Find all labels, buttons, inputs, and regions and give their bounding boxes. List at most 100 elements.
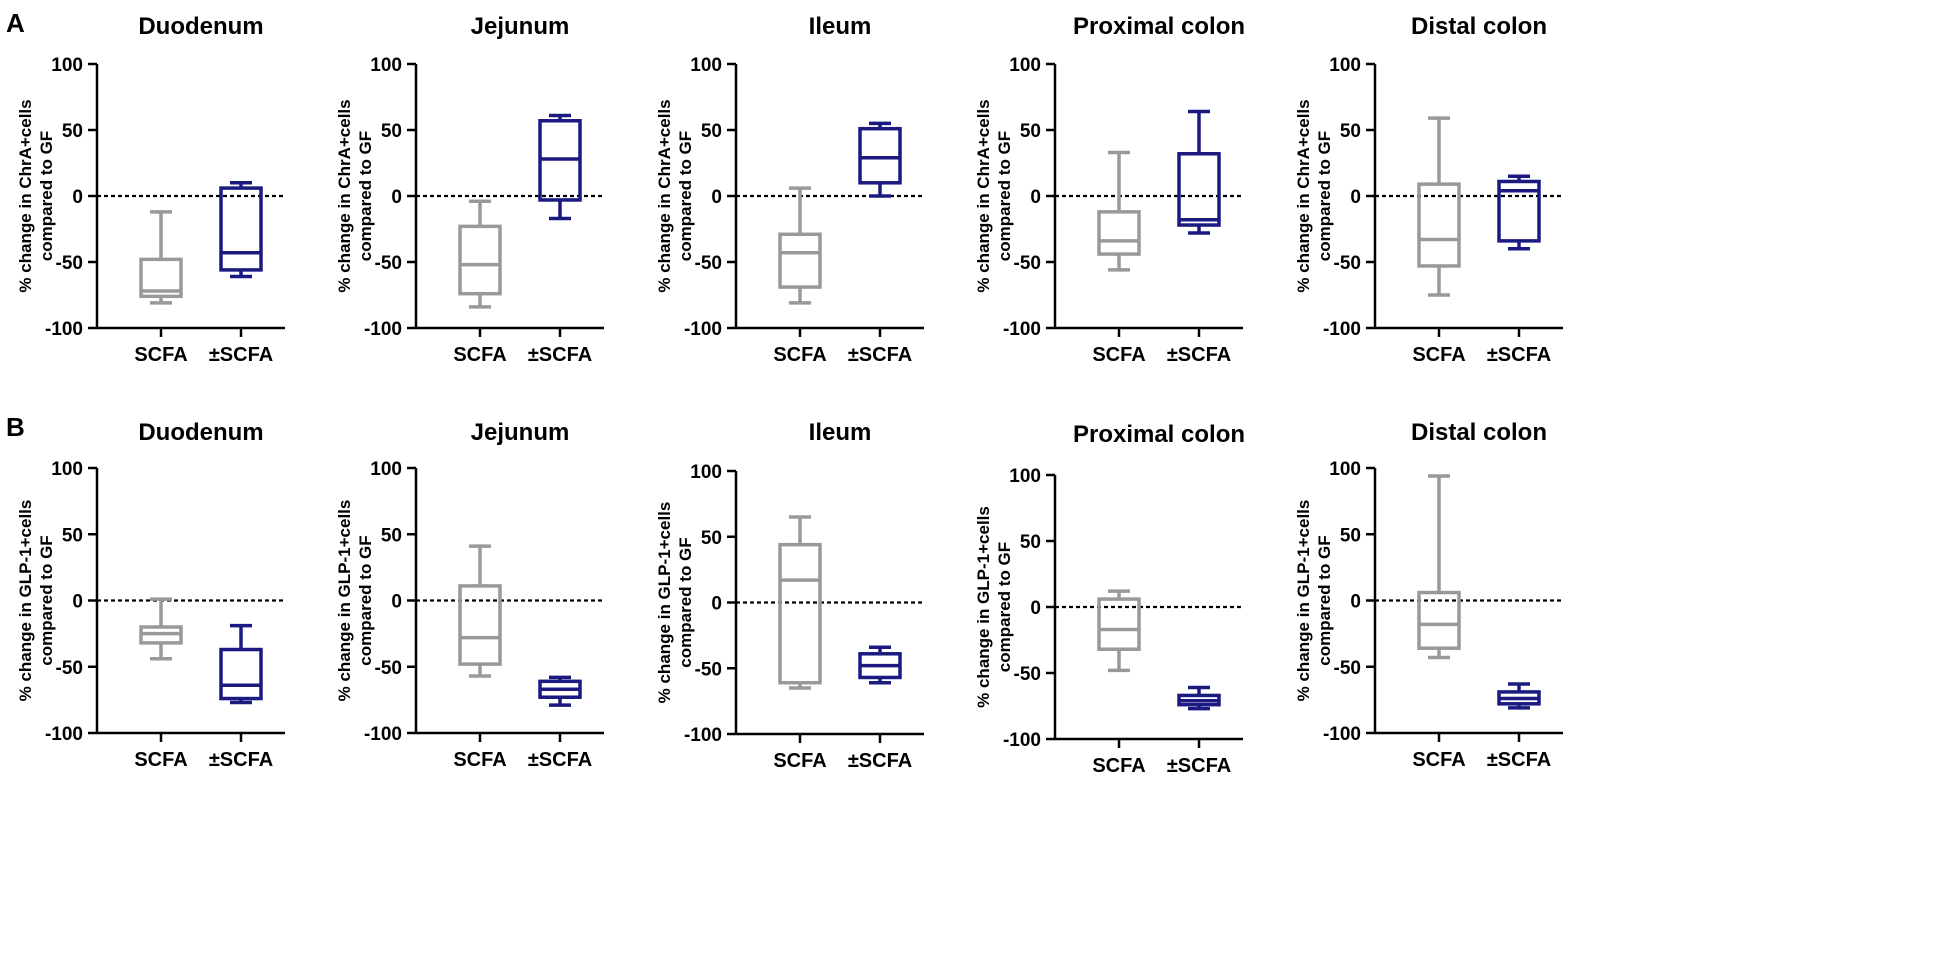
box-iqr <box>458 584 502 666</box>
box-scfa <box>139 597 183 661</box>
x-tick-label: ±SCFA <box>209 344 273 366</box>
box-iqr <box>1177 152 1221 227</box>
y-tick-label: -50 <box>1014 664 1041 685</box>
chart-title: Proximal colon <box>1073 13 1245 40</box>
y-tick-label: -50 <box>375 658 402 679</box>
chart-title: Duodenum <box>138 13 263 40</box>
y-axis-label: % change in GLP-1+cells compared to GF <box>335 500 375 702</box>
y-axis-label-line1: % change in ChrA+cells <box>335 99 354 292</box>
y-axis-label-line2: compared to GF <box>1315 131 1334 261</box>
panel-label-a: A <box>6 8 25 38</box>
x-tick-label: ±SCFA <box>528 749 592 771</box>
x-tick-label: SCFA <box>134 344 187 366</box>
chart-b-distal-colon: Distal colon 100 50 0 -50 -100 SCFA ±SCFA % chan… <box>1294 419 1563 771</box>
chart-title: Jejunum <box>471 13 570 40</box>
chart-title: Jejunum <box>471 419 570 446</box>
y-tick-label: -50 <box>1334 658 1361 679</box>
chart-title: Distal colon <box>1411 13 1547 40</box>
x-tick-label: ±SCFA <box>1167 344 1231 366</box>
y-tick-label: 0 <box>1030 598 1041 619</box>
y-tick-label: 50 <box>701 528 722 549</box>
chart-b-ileum: Ileum 100 50 0 -50 -100 SCFA ±SCFA % change in G… <box>655 419 924 772</box>
x-tick-label: ±SCFA <box>209 749 273 771</box>
box-scfa <box>1097 589 1141 673</box>
y-axis-label-line1: % change in GLP-1+cells <box>655 502 674 704</box>
chart-b-jejunum: Jejunum 100 50 0 -50 -100 SCFA ±SCFA % change in… <box>335 419 604 771</box>
box-scfa <box>1417 474 1461 660</box>
box-scfa <box>778 186 822 305</box>
y-axis-label-line2: compared to GF <box>1315 535 1334 665</box>
box-iqr <box>1497 179 1541 243</box>
y-tick-label: 50 <box>1340 121 1361 142</box>
x-tick-label: ±SCFA <box>848 750 912 772</box>
y-tick-label: -100 <box>364 724 402 745</box>
y-axis-label: % change in ChrA+cells compared to GF <box>1294 99 1334 292</box>
y-tick-label: 100 <box>1329 55 1361 76</box>
y-tick-label: 0 <box>72 592 83 613</box>
y-tick-label: 50 <box>1020 532 1041 553</box>
box-scfa <box>1417 116 1461 297</box>
y-axis-label-line1: % change in ChrA+cells <box>655 99 674 292</box>
y-axis-label-line1: % change in ChrA+cells <box>16 99 35 292</box>
y-axis-label-line2: compared to GF <box>37 131 56 261</box>
y-tick-label: 100 <box>370 459 402 480</box>
chart-a-distal-colon: Distal colon 100 50 0 -50 -100 SCFA ±SCFA % chan… <box>1294 13 1563 366</box>
y-tick-label: -100 <box>684 319 722 340</box>
y-axis-label: % change in ChrA+cells compared to GF <box>335 99 375 292</box>
y-tick-label: -100 <box>684 725 722 746</box>
chart-title: Duodenum <box>138 419 263 446</box>
y-tick-label: -100 <box>364 319 402 340</box>
y-axis-label-line1: % change in ChrA+cells <box>974 99 993 292</box>
y-tick-label: 50 <box>62 525 83 546</box>
y-tick-label: 0 <box>1350 592 1361 613</box>
y-axis-label: % change in GLP-1+cells compared to GF <box>1294 500 1334 702</box>
y-axis-label: % change in GLP-1+cells compared to GF <box>655 502 695 704</box>
y-axis-label: % change in GLP-1+cells compared to GF <box>16 500 56 702</box>
box-iqr <box>858 126 902 185</box>
y-axis-label: % change in ChrA+cells compared to GF <box>974 99 1014 292</box>
y-tick-label: -50 <box>1014 253 1041 274</box>
y-tick-label: 0 <box>391 187 402 208</box>
y-tick-label: 100 <box>51 55 83 76</box>
box-pm-scfa <box>1497 174 1541 251</box>
box-scfa <box>1097 150 1141 272</box>
x-tick-label: ±SCFA <box>1167 755 1231 777</box>
chart-title: Distal colon <box>1411 419 1547 446</box>
x-tick-label: SCFA <box>1412 749 1465 771</box>
y-tick-label: 50 <box>701 121 722 142</box>
x-tick-label: SCFA <box>134 749 187 771</box>
box-scfa <box>139 210 183 305</box>
y-tick-label: -100 <box>1323 724 1361 745</box>
y-axis-label-line1: % change in ChrA+cells <box>1294 99 1313 292</box>
box-iqr <box>1417 182 1461 268</box>
y-tick-label: -50 <box>375 253 402 274</box>
x-tick-label: ±SCFA <box>1487 344 1551 366</box>
box-iqr <box>139 257 183 299</box>
box-iqr <box>1097 597 1141 651</box>
x-tick-label: SCFA <box>453 344 506 366</box>
x-tick-label: SCFA <box>453 749 506 771</box>
y-tick-label: -100 <box>1323 319 1361 340</box>
y-tick-label: 100 <box>51 459 83 480</box>
y-tick-label: 0 <box>72 187 83 208</box>
y-axis-label: % change in ChrA+cells compared to GF <box>16 99 56 292</box>
chart-title: Ileum <box>809 419 872 446</box>
box-pm-scfa <box>1497 682 1541 710</box>
chart-a-proximal-colon: Proximal colon 100 50 0 -50 -100 SCFA ±SCFA % ch… <box>974 13 1245 366</box>
x-tick-label: ±SCFA <box>1487 749 1551 771</box>
chart-title: Proximal colon <box>1073 421 1245 448</box>
y-tick-label: 100 <box>1009 466 1041 487</box>
y-tick-label: 0 <box>1350 187 1361 208</box>
y-axis-label-line1: % change in GLP-1+cells <box>1294 500 1313 702</box>
chart-a-ileum: Ileum 100 50 0 -50 -100 SCFA ±SCFA % change in C… <box>655 13 924 366</box>
chart-b-duodenum: Duodenum 100 50 0 -50 -100 SCFA ±SCFA % change i… <box>16 419 285 771</box>
box-pm-scfa <box>1177 109 1221 235</box>
y-tick-label: -50 <box>695 659 722 680</box>
y-tick-label: 100 <box>1329 459 1361 480</box>
y-tick-label: -50 <box>695 253 722 274</box>
box-pm-scfa <box>858 121 902 198</box>
y-tick-label: 0 <box>1030 187 1041 208</box>
box-pm-scfa <box>219 181 263 279</box>
